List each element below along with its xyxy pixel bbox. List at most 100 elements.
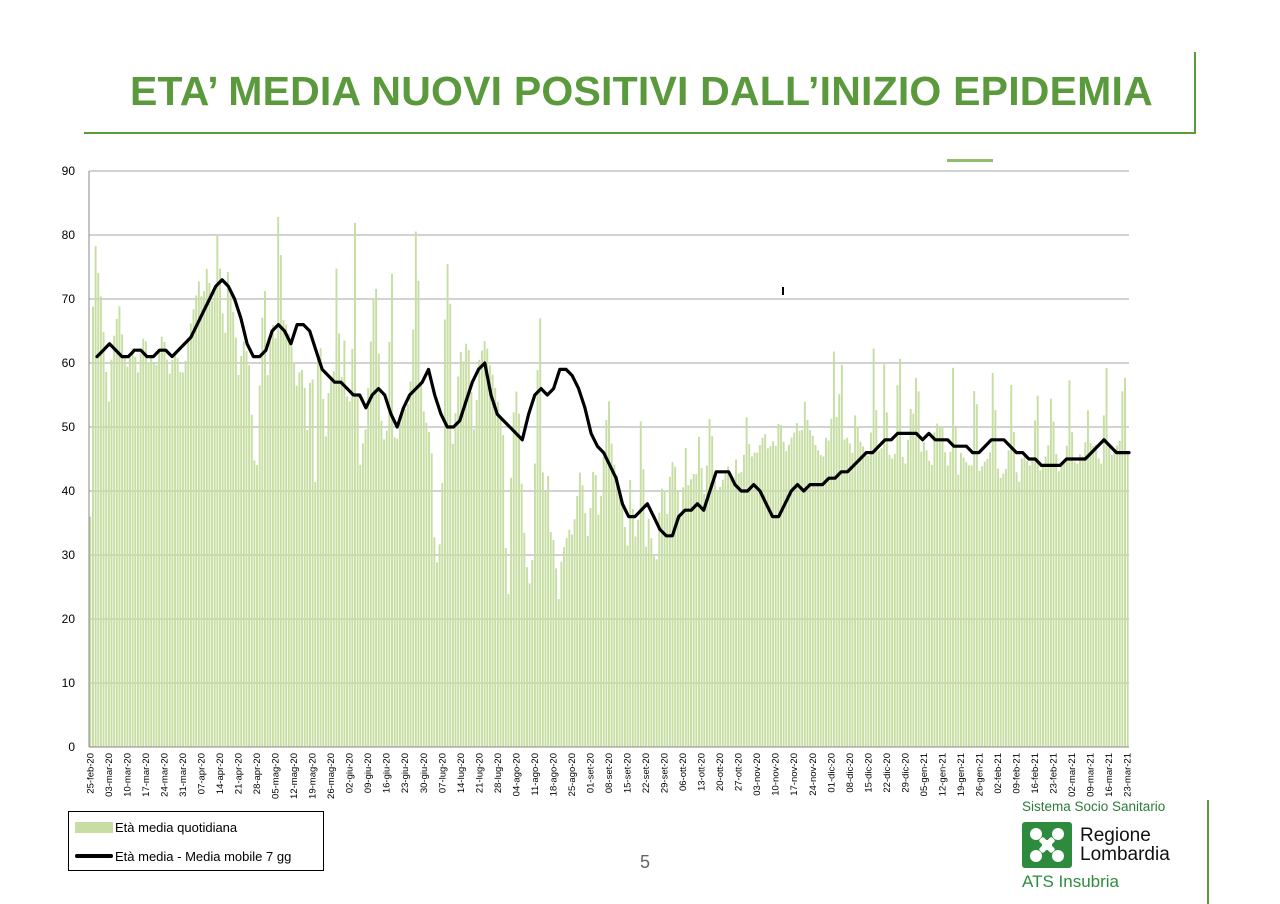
bar (462, 361, 465, 747)
x-tick-label: 16-giu-20 (382, 753, 393, 793)
bar (271, 324, 274, 747)
bar (1055, 453, 1058, 747)
bar (933, 432, 936, 747)
bar (703, 493, 706, 747)
bar (904, 463, 907, 747)
bar (576, 495, 579, 747)
bar (274, 338, 277, 747)
bar (89, 516, 92, 747)
bar (642, 469, 645, 747)
bar (523, 532, 526, 747)
bar (967, 465, 970, 747)
x-tick-label: 02-feb-21 (993, 753, 1004, 794)
x-tick-label: 07-lug-20 (437, 753, 448, 793)
bar (960, 452, 962, 747)
bar (883, 364, 886, 747)
y-tick-label: 40 (62, 484, 76, 498)
bar (126, 366, 129, 747)
x-tick-label: 09-mar-21 (1086, 753, 1097, 797)
bar (97, 273, 100, 747)
x-tick-label: 25-ago-20 (567, 753, 578, 796)
bar (163, 341, 166, 747)
bar (713, 480, 716, 747)
bar (994, 410, 997, 747)
bar (1073, 461, 1076, 747)
bar (465, 343, 468, 747)
bar (316, 355, 319, 747)
bar (121, 334, 124, 747)
y-tick-label: 20 (62, 612, 76, 626)
bar (930, 464, 933, 747)
bar (602, 456, 605, 747)
bar (1081, 456, 1084, 747)
bar (314, 481, 317, 747)
y-tick-label: 0 (68, 740, 75, 754)
x-tick-label: 16-feb-21 (1030, 753, 1041, 794)
bar (383, 439, 386, 747)
bar (256, 465, 258, 747)
bar (727, 466, 730, 747)
bar (531, 560, 534, 747)
bar (777, 424, 780, 747)
bar (1105, 367, 1108, 747)
bar (335, 268, 338, 747)
bar (660, 488, 663, 747)
bar (306, 429, 309, 747)
bar (536, 369, 539, 747)
bar (449, 303, 452, 747)
bar (571, 534, 573, 747)
x-tick-label: 27-ott-20 (734, 753, 745, 791)
x-tick-label: 21-lug-20 (474, 753, 485, 793)
bar (99, 296, 102, 747)
bar (367, 388, 370, 747)
y-tick-label: 30 (62, 548, 76, 562)
bar (417, 280, 420, 747)
bar (377, 353, 380, 747)
bar (1060, 462, 1063, 747)
bar (830, 418, 833, 747)
x-tick-label: 11-ago-20 (530, 753, 541, 796)
bar (327, 393, 330, 747)
bar (1047, 445, 1050, 747)
bar (756, 452, 759, 747)
bar (319, 348, 322, 747)
bar (369, 341, 372, 747)
chart-axes (88, 171, 1129, 748)
bar (822, 456, 825, 747)
bar (687, 485, 690, 747)
bar (708, 419, 711, 747)
bar (1065, 445, 1068, 747)
bar (854, 415, 857, 747)
bar (232, 311, 235, 747)
x-tick-label: 10-nov-20 (771, 753, 782, 796)
x-tick-label: 03-nov-20 (752, 753, 763, 796)
bar (631, 508, 634, 747)
bar (264, 291, 266, 747)
bar (991, 372, 994, 747)
bar (174, 352, 176, 747)
x-tick-label: 15-dic-20 (863, 753, 874, 793)
bar (203, 291, 206, 747)
logo-regione-text: Regione Lombardia (1080, 826, 1170, 864)
bar (647, 518, 650, 747)
bar (674, 466, 677, 747)
x-tick-label: 28-lug-20 (493, 753, 504, 793)
bar (568, 529, 571, 747)
x-tick-label: 17-mar-20 (141, 753, 152, 797)
bar (340, 377, 343, 747)
bar (118, 306, 121, 747)
bar (1031, 460, 1034, 747)
bar (705, 465, 708, 747)
x-tick-label: 09-feb-21 (1012, 753, 1023, 794)
bar (1020, 458, 1023, 747)
moving-average-line (95, 278, 1131, 538)
bar (481, 350, 483, 747)
bar (615, 475, 618, 747)
x-tick-label: 12-mag-20 (289, 753, 300, 799)
bar (1110, 455, 1113, 747)
bar (385, 430, 388, 747)
x-tick-label: 31-mar-20 (178, 753, 189, 797)
bar (978, 470, 981, 747)
bar (298, 372, 301, 747)
bar (293, 362, 296, 747)
